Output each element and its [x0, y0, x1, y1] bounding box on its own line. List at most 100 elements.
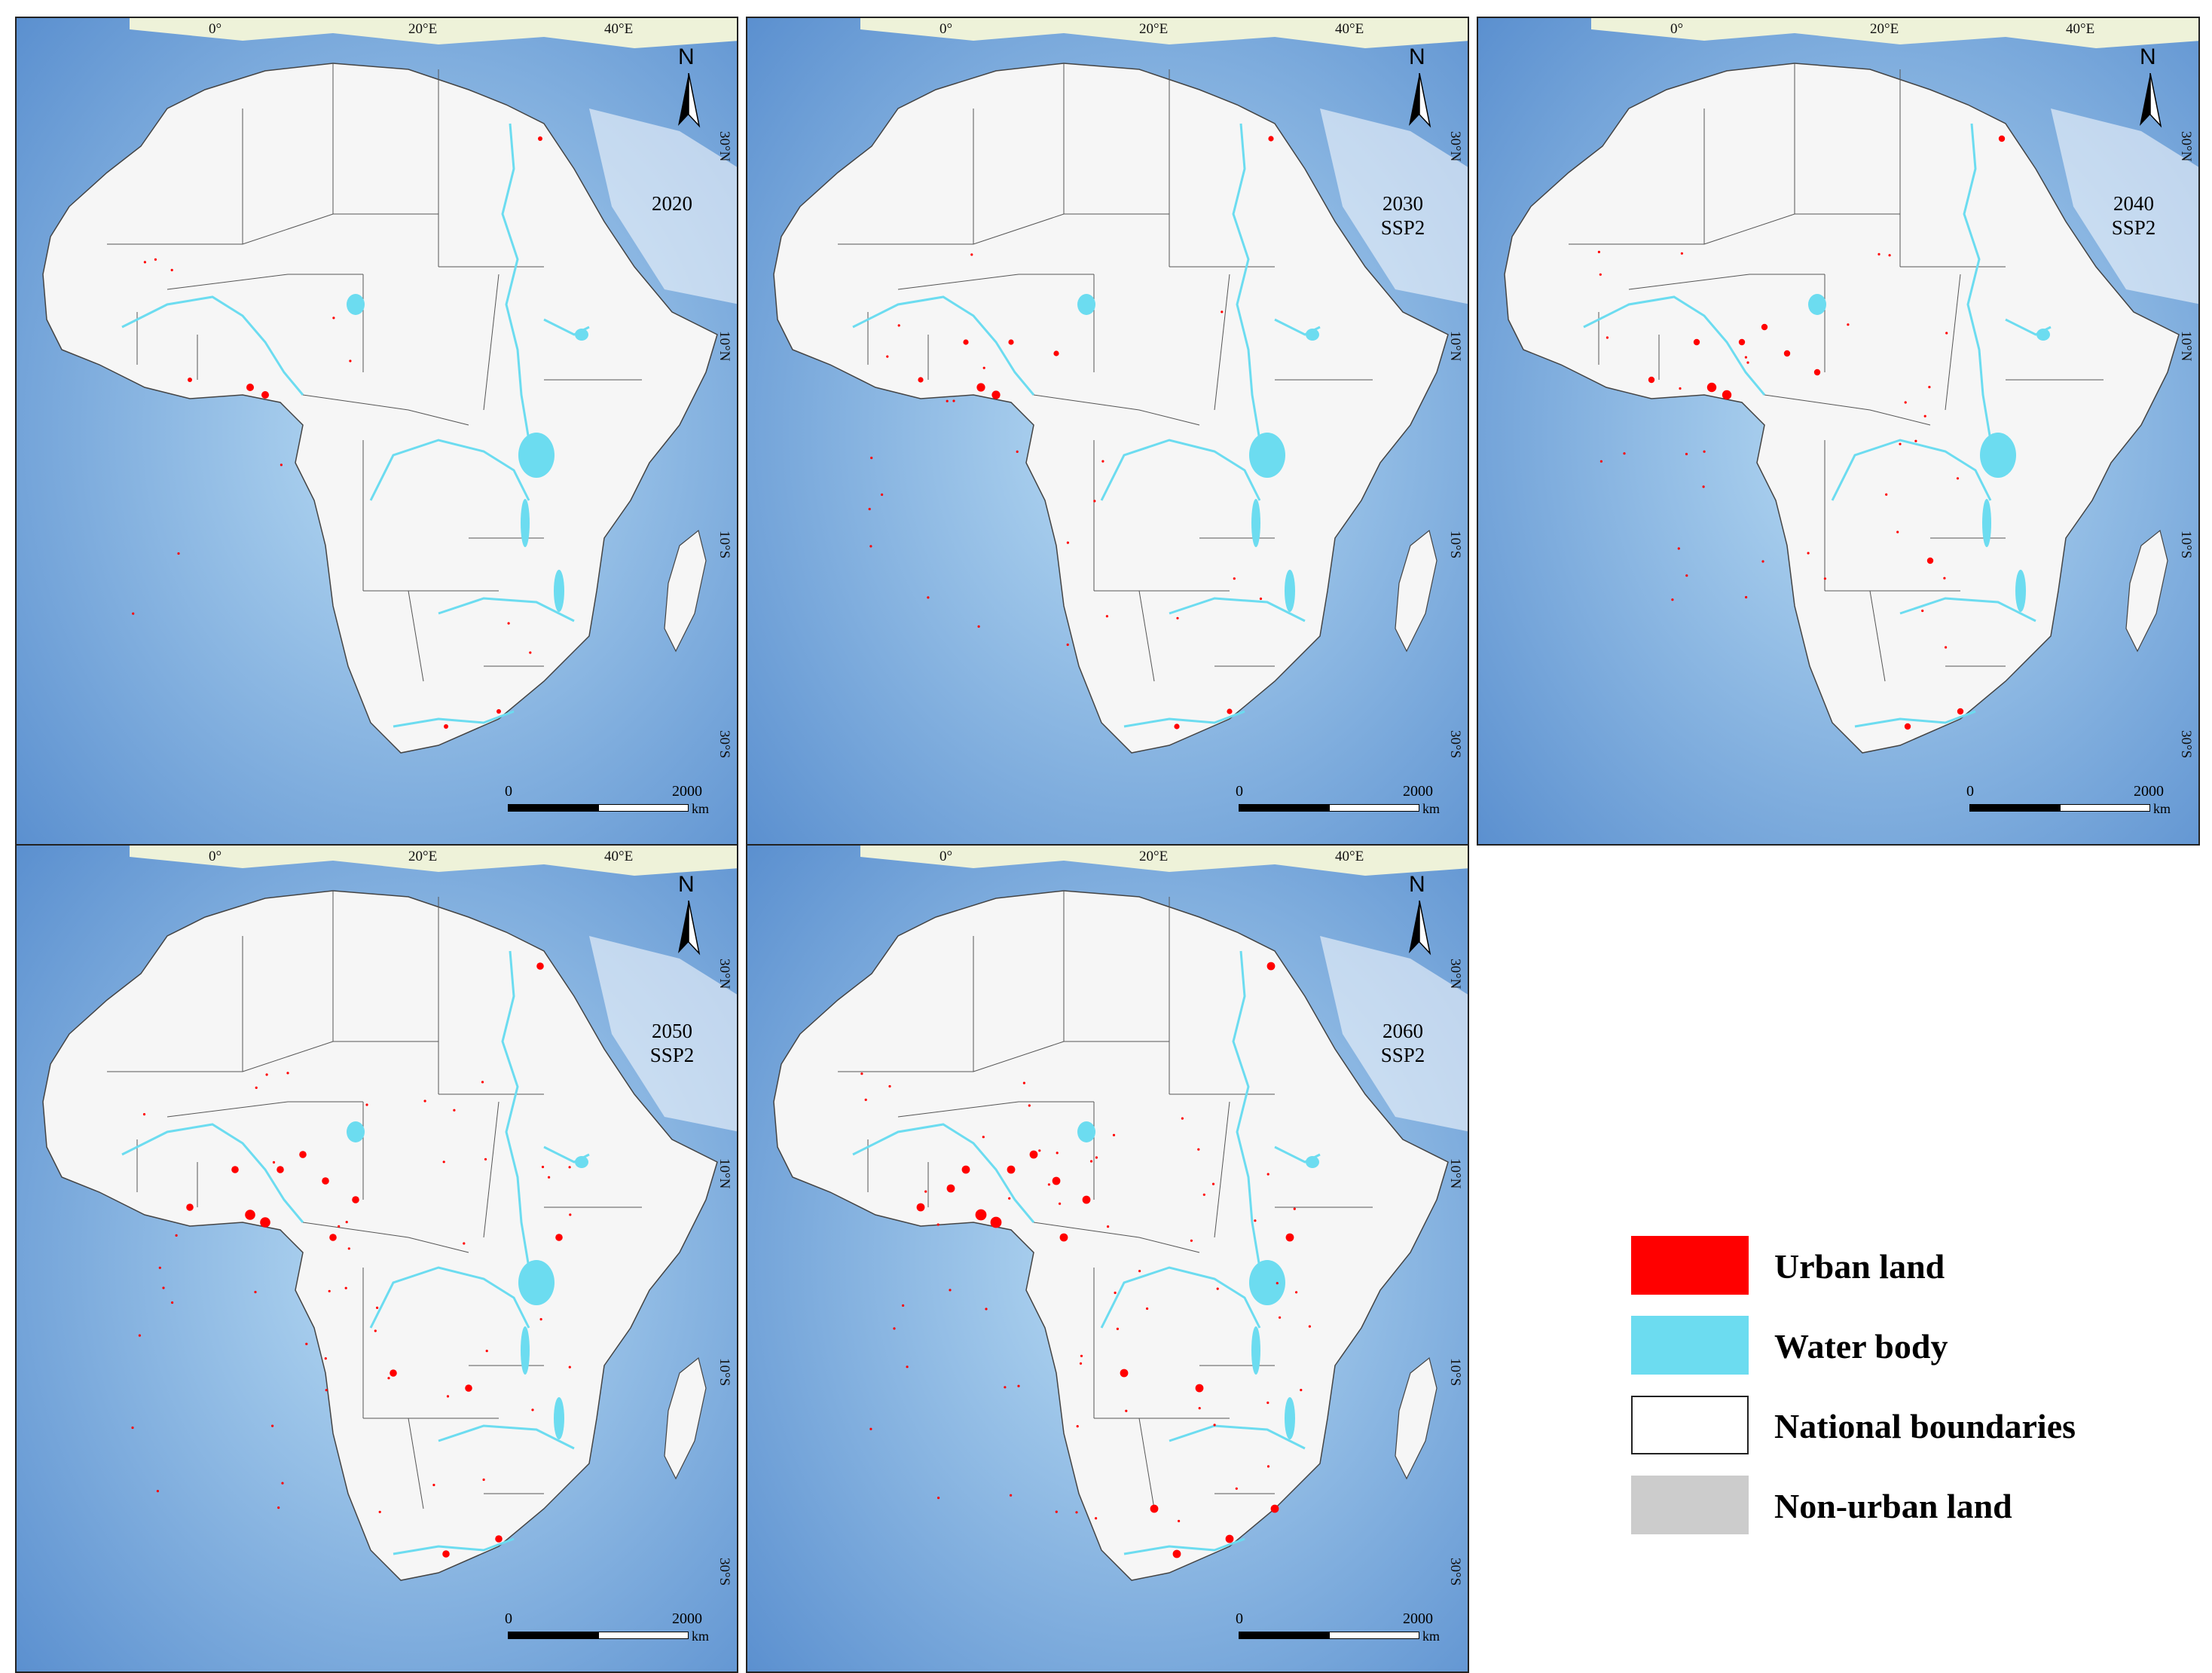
urban-spot [158, 1266, 161, 1269]
urban-spot [1112, 1133, 1116, 1136]
urban-spot [555, 1234, 563, 1241]
national-boundary [1033, 394, 1200, 426]
north-arrow-icon: N [1403, 44, 1437, 135]
latitude-tick-label: 10°N [716, 331, 732, 362]
longitude-tick-label: 20°E [1870, 21, 1899, 37]
urban-spot [1022, 1081, 1025, 1084]
panel-year: 2020 [652, 192, 692, 215]
urban-spot [277, 1506, 280, 1509]
urban-spot [423, 1100, 426, 1103]
urban-spot [1107, 1225, 1110, 1228]
urban-spot [387, 1377, 390, 1380]
urban-spot [432, 1483, 435, 1487]
urban-spot [1150, 1504, 1159, 1513]
panel-year-label: 2020 [627, 191, 717, 216]
urban-spot [188, 378, 192, 382]
scale-end-label: 2000 [672, 783, 702, 800]
river [438, 1424, 575, 1450]
urban-spot [1053, 350, 1059, 356]
madagascar-landmass [1395, 529, 1437, 653]
urban-spot [1178, 1519, 1181, 1522]
map-canvas [747, 846, 1468, 1671]
urban-spot [1270, 1504, 1279, 1513]
urban-spot [1227, 708, 1233, 714]
urban-spot [897, 324, 900, 327]
urban-spot [444, 724, 448, 729]
urban-spot [271, 1424, 274, 1427]
urban-spot [171, 1301, 174, 1304]
urban-spot [1095, 1517, 1098, 1520]
urban-spot [347, 1247, 350, 1250]
river [1169, 1424, 1306, 1450]
river [1100, 439, 1261, 501]
national-boundary [408, 590, 424, 682]
urban-spot [1597, 250, 1600, 253]
urban-spot [1921, 609, 1924, 613]
urban-spot [374, 1329, 377, 1332]
legend-label-boundaries: National boundaries [1774, 1407, 2076, 1445]
river [1100, 1266, 1261, 1329]
scale-bar: 0 2000 km [505, 783, 709, 816]
urban-spot [1706, 382, 1717, 393]
scale-bar-white [1329, 1632, 1419, 1639]
urban-spot [1138, 1270, 1141, 1273]
urban-spot [1266, 1173, 1269, 1176]
panel-scenario: SSP2 [2111, 216, 2156, 240]
urban-spot [442, 1550, 450, 1558]
urban-spot [902, 1304, 905, 1307]
panel-year: 2030 [1382, 192, 1423, 215]
panel-year-label: 2030 SSP2 [1358, 191, 1448, 240]
urban-spot [990, 1216, 1002, 1228]
river [1123, 710, 1245, 728]
latitude-tick-label: 30°S [716, 730, 732, 759]
urban-spot [1744, 356, 1747, 359]
northern-landmass [1591, 18, 2198, 48]
map-panel-2060: 0° 20°E 40°E 30°N 10°N 10°S 30°S N 2060 SSP2 0 2000… [746, 844, 1469, 1673]
panel-year: 2040 [2113, 192, 2154, 215]
africa-landmass [1504, 63, 2180, 754]
urban-spot [322, 1177, 329, 1185]
urban-spot [260, 1217, 270, 1228]
urban-spot [345, 1221, 348, 1224]
arabian-peninsula [1320, 936, 1468, 1132]
urban-spot [927, 596, 930, 599]
latitude-tick-label: 10°S [2178, 531, 2194, 559]
urban-spot [1008, 1197, 1011, 1200]
lake [1980, 433, 2016, 478]
urban-spot [1055, 1510, 1058, 1513]
map-panel-2050: 0° 20°E 40°E 30°N 10°N 10°S 30°S N 2050 SSP2 0 2000… [15, 844, 738, 1673]
urban-spot [869, 545, 872, 548]
urban-spot [1693, 338, 1700, 346]
urban-spot [1059, 1233, 1068, 1242]
north-label: N [678, 872, 695, 897]
longitude-tick-label: 20°E [408, 849, 438, 864]
urban-spot [465, 1384, 472, 1392]
scale-bar-black [1239, 1632, 1329, 1639]
urban-spot [1059, 1202, 1062, 1205]
northern-landmass [130, 846, 737, 876]
urban-spot [1181, 1117, 1184, 1120]
national-boundary [167, 1101, 363, 1118]
north-label: N [2140, 44, 2156, 69]
national-boundary [302, 1222, 469, 1253]
urban-spot [1956, 477, 1960, 480]
urban-spot [1225, 1534, 1234, 1543]
urban-spot [299, 1151, 307, 1158]
arabian-peninsula [1320, 109, 1468, 304]
urban-spot [937, 1497, 940, 1500]
urban-spot [485, 1350, 488, 1353]
urban-spot [1623, 452, 1626, 455]
urban-spot [175, 1234, 178, 1237]
urban-spot [869, 1427, 872, 1430]
urban-spot [539, 1318, 542, 1321]
urban-spot [453, 1109, 456, 1112]
urban-spot [1745, 595, 1748, 599]
national-boundary [408, 1418, 424, 1509]
map-panel-2040: 0° 20°E 40°E 30°N 10°N 10°S 30°S N 2040 SSP2 0 2000… [1477, 17, 2200, 846]
latitude-tick-label: 30°S [1447, 730, 1463, 759]
urban-spot [1146, 1307, 1149, 1311]
urban-spot [1235, 1487, 1238, 1490]
urban-spot [1680, 252, 1683, 255]
north-label: N [678, 44, 695, 69]
panel-year-label: 2040 SSP2 [2088, 191, 2179, 240]
